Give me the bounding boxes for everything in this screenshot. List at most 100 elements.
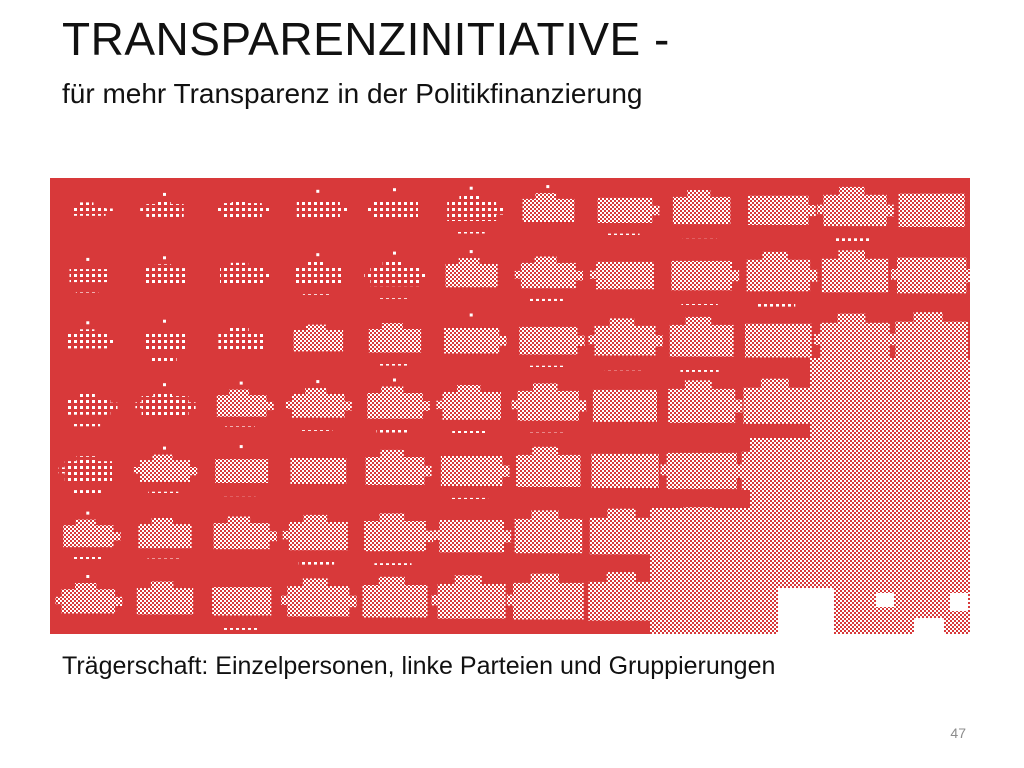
pattern-block xyxy=(511,400,518,410)
pattern-block xyxy=(381,386,404,401)
pattern-block xyxy=(506,594,513,606)
pattern-block xyxy=(231,199,248,208)
pattern-block xyxy=(86,511,90,515)
pattern-block xyxy=(889,333,896,346)
pattern-block xyxy=(393,188,396,192)
pattern-block xyxy=(469,313,473,317)
pattern-block xyxy=(806,205,816,217)
pattern-block xyxy=(230,262,249,272)
pattern-block xyxy=(420,401,430,411)
page-number: 47 xyxy=(950,725,966,741)
pattern-block xyxy=(215,459,269,483)
pattern-block xyxy=(163,383,166,387)
pattern-block xyxy=(378,576,405,594)
pattern-block xyxy=(838,250,865,269)
pattern-block xyxy=(514,270,521,279)
pattern-block xyxy=(833,238,872,242)
pattern-block xyxy=(151,518,173,531)
pattern-block xyxy=(606,233,640,237)
pattern-block xyxy=(760,378,789,398)
pattern-block xyxy=(884,204,894,217)
pattern-block xyxy=(143,332,187,350)
pattern-block xyxy=(573,270,583,281)
pattern-block xyxy=(221,626,258,630)
pattern-block xyxy=(964,269,970,283)
pattern-block xyxy=(75,583,97,596)
pattern-block xyxy=(814,334,821,345)
pattern-block xyxy=(316,380,320,384)
pattern-block xyxy=(531,510,559,529)
pattern-block xyxy=(500,465,510,477)
pattern-block xyxy=(452,431,488,434)
pattern-block xyxy=(609,318,635,335)
pattern-block xyxy=(79,202,94,209)
pattern-block xyxy=(146,204,184,217)
pattern-block xyxy=(152,454,173,467)
pattern-block xyxy=(302,578,328,595)
pattern-block xyxy=(78,329,95,338)
pattern-block xyxy=(225,426,255,430)
pattern-block xyxy=(606,572,636,593)
pattern-block xyxy=(295,266,342,286)
pattern-block xyxy=(75,519,96,532)
pattern-block xyxy=(111,532,121,541)
pattern-block xyxy=(293,330,344,352)
pattern-block xyxy=(671,260,732,291)
pattern-block xyxy=(950,593,968,611)
pattern-block xyxy=(577,400,587,412)
pattern-block xyxy=(267,531,277,542)
pattern-block xyxy=(436,400,443,410)
pattern-block xyxy=(451,497,489,501)
pattern-block xyxy=(364,271,371,279)
pattern-block xyxy=(762,251,788,269)
pattern-block xyxy=(494,206,504,215)
pattern-block xyxy=(261,272,271,279)
pattern-block xyxy=(457,385,481,400)
pattern-block xyxy=(588,335,595,345)
pattern-block xyxy=(914,618,944,634)
pattern-block xyxy=(58,467,65,474)
pattern-block xyxy=(86,257,90,261)
pattern-block xyxy=(374,563,412,567)
pattern-block xyxy=(150,581,174,596)
pattern-block xyxy=(393,378,396,382)
pattern-block xyxy=(459,194,479,206)
pattern-block xyxy=(534,256,557,270)
pattern-block xyxy=(163,446,166,450)
pattern-block xyxy=(163,192,166,196)
pattern-block xyxy=(86,575,90,578)
pattern-block xyxy=(290,458,347,484)
pattern-block xyxy=(591,453,659,488)
pattern-block xyxy=(445,264,498,288)
pattern-block xyxy=(423,530,434,543)
pattern-block xyxy=(898,193,965,227)
pattern-block xyxy=(440,456,503,486)
pattern-block xyxy=(227,516,251,531)
pattern-block xyxy=(455,230,485,234)
pattern-block xyxy=(376,429,410,433)
pattern-block xyxy=(913,312,943,333)
pattern-block xyxy=(650,508,770,634)
pattern-block xyxy=(454,575,482,594)
pattern-block xyxy=(876,593,894,607)
pattern-block xyxy=(439,520,504,553)
pattern-block xyxy=(604,367,642,371)
pattern-block xyxy=(73,423,101,427)
pattern-block xyxy=(757,303,796,307)
pattern-block xyxy=(67,333,109,349)
pattern-block xyxy=(469,250,473,254)
pattern-block xyxy=(597,197,653,223)
pattern-block xyxy=(298,561,335,565)
pattern-block xyxy=(377,362,409,366)
pattern-block xyxy=(75,289,99,293)
pattern-block xyxy=(734,464,744,478)
pattern-block xyxy=(147,558,180,562)
pattern-block xyxy=(77,392,95,402)
pattern-block xyxy=(497,336,507,346)
pattern-block xyxy=(154,264,172,273)
pattern-block xyxy=(86,321,90,325)
pattern-block xyxy=(365,207,372,213)
slide-caption: Trägerschaft: Einzelpersonen, linke Part… xyxy=(62,652,776,680)
pattern-block xyxy=(300,427,333,431)
pattern-block xyxy=(546,185,550,189)
